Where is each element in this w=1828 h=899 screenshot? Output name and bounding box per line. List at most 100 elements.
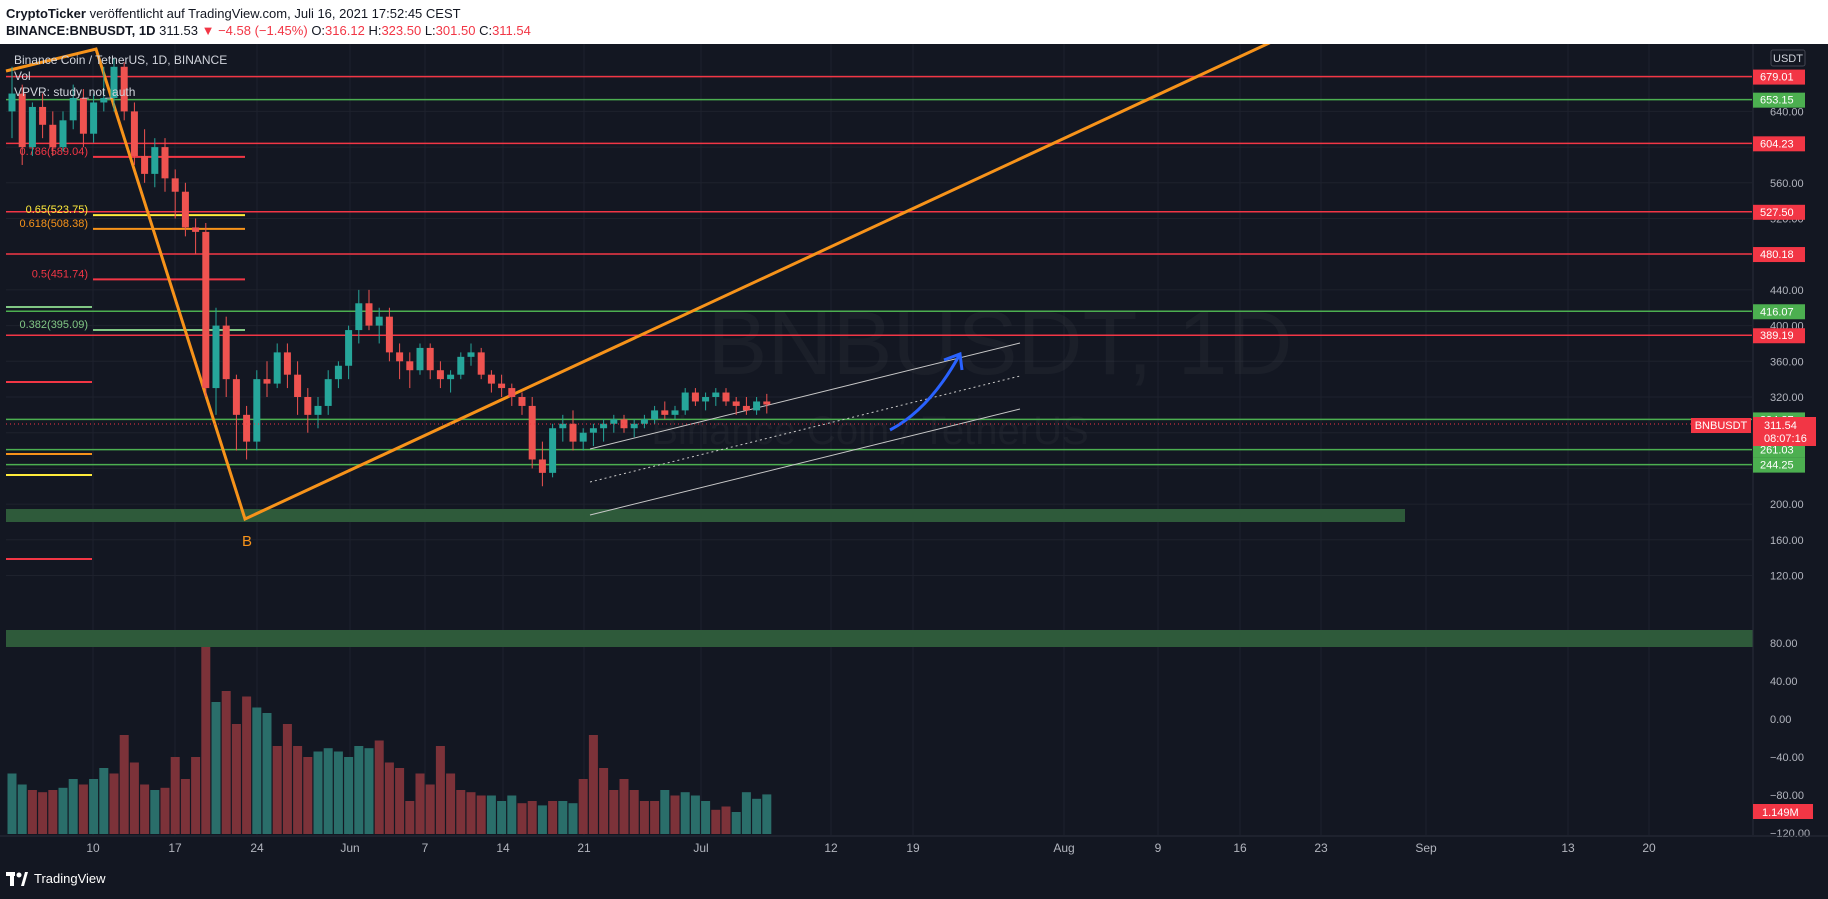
volume-bar — [180, 779, 190, 834]
volume-bar — [425, 784, 435, 834]
candle-body — [579, 432, 587, 442]
volume-bar — [109, 773, 119, 834]
candle-body — [273, 352, 281, 384]
volume-bars — [7, 647, 772, 834]
candle-body — [253, 379, 261, 442]
volume-bar — [660, 790, 670, 834]
x-tick-label: 13 — [1561, 841, 1575, 855]
x-tick-label: Aug — [1053, 841, 1074, 855]
volume-tick-label: 80.00 — [1770, 638, 1798, 650]
tradingview-footer[interactable]: TradingView — [6, 871, 106, 886]
fib-label: 0.618(508.38) — [20, 218, 89, 230]
candle-body — [120, 66, 128, 112]
candle-body — [222, 325, 230, 380]
open-label: O: — [311, 23, 326, 38]
open-value: 316.12 — [325, 23, 365, 38]
candle-body — [559, 423, 567, 429]
candle-body — [508, 388, 516, 397]
candle-body — [528, 405, 536, 460]
countdown: 08:07:16 — [1764, 433, 1807, 445]
volume-bar — [374, 740, 384, 834]
candle-body — [243, 414, 251, 442]
low-label: L: — [424, 23, 436, 38]
volume-bar — [629, 790, 639, 834]
candle-body — [18, 93, 26, 148]
watermark-symbol: BNBUSDT, 1D — [707, 294, 1292, 394]
candle-body — [477, 352, 485, 375]
support-zone-upper — [6, 509, 1405, 522]
candle-body — [28, 106, 36, 148]
volume-axis-ticks: 80.00 40.00 0.00 −40.00 −80.00 −120.00 — [1770, 638, 1810, 840]
candle-body — [314, 405, 322, 415]
volume-bar — [129, 762, 139, 834]
volume-bar — [99, 768, 109, 834]
candle-body — [518, 397, 526, 406]
legend-vpvr[interactable]: VPVR: study_not_auth — [14, 85, 135, 99]
candle-body — [161, 147, 169, 179]
volume-bar — [497, 801, 507, 834]
candle-body — [90, 102, 98, 134]
x-tick-label: Jul — [693, 841, 708, 855]
y-tick-label: 560.00 — [1770, 178, 1804, 190]
last-price: 311.53 — [159, 23, 198, 38]
candle-body — [742, 405, 750, 411]
candle-body — [59, 120, 67, 148]
candle-body — [640, 419, 648, 424]
x-tick-label: 19 — [906, 841, 920, 855]
y-tick-label: 200.00 — [1770, 499, 1804, 511]
volume-bar — [752, 798, 762, 834]
candle-body — [171, 178, 179, 192]
fib-label: 0.786(589.04) — [20, 146, 89, 158]
author-name[interactable]: CryptoTicker — [6, 6, 86, 21]
last-price-tag — [1753, 417, 1816, 446]
close-value: 311.54 — [492, 23, 531, 38]
volume-bar — [150, 790, 160, 834]
volume-tick-label: 0.00 — [1770, 714, 1791, 726]
volume-tick-label: −40.00 — [1770, 752, 1804, 764]
level-tag-label: 604.23 — [1760, 138, 1794, 150]
close-label: C: — [479, 23, 493, 38]
candle-body — [702, 397, 710, 402]
level-tag-label: 679.01 — [1760, 72, 1794, 84]
y-tick-label: 360.00 — [1770, 356, 1804, 368]
volume-bar — [354, 746, 364, 834]
candle-body — [569, 423, 577, 442]
volume-bar — [517, 803, 527, 834]
low-value: 301.50 — [435, 23, 476, 38]
candle-body — [181, 191, 189, 228]
candle-body — [8, 93, 16, 112]
volume-bar — [323, 748, 333, 834]
volume-bar — [160, 787, 170, 834]
candle-body — [589, 428, 597, 433]
legend-vol[interactable]: Vol — [14, 69, 31, 83]
volume-bar — [211, 702, 221, 834]
candle-body — [283, 352, 291, 375]
candle-body — [304, 397, 312, 415]
volume-bar — [537, 805, 547, 834]
level-tag-label: 653.15 — [1760, 95, 1794, 107]
x-tick-label: Jun — [340, 841, 359, 855]
volume-bar — [446, 773, 456, 834]
level-tag — [1753, 304, 1805, 320]
volume-bar — [762, 794, 772, 834]
candle-body — [110, 66, 118, 99]
high-label: H: — [368, 23, 382, 38]
level-tag-label: 244.25 — [1760, 460, 1794, 472]
candle-body — [610, 419, 618, 424]
channel-lower-line — [589, 408, 1021, 516]
symbol-tag-label: BNBUSDT — [1695, 420, 1748, 432]
candle-body — [753, 401, 761, 411]
candle-body — [375, 316, 383, 326]
legend-title[interactable]: Binance Coin / TetherUS, 1D, BINANCE — [14, 53, 227, 67]
tradingview-logo-icon — [6, 871, 28, 886]
volume-tick-label: −80.00 — [1770, 790, 1804, 802]
candle-body — [69, 98, 77, 121]
price-chart[interactable]: BNBUSDT, 1D Binance Coin / TetherUS 0.78… — [0, 44, 1828, 870]
candle-body — [600, 423, 608, 429]
projection-arrow — [889, 353, 962, 432]
volume-bar — [731, 812, 741, 834]
level-tag — [1753, 204, 1805, 220]
x-tick-label: 21 — [577, 841, 591, 855]
candle-body — [141, 156, 149, 174]
publish-header: CryptoTicker veröffentlicht auf TradingV… — [0, 0, 1828, 44]
